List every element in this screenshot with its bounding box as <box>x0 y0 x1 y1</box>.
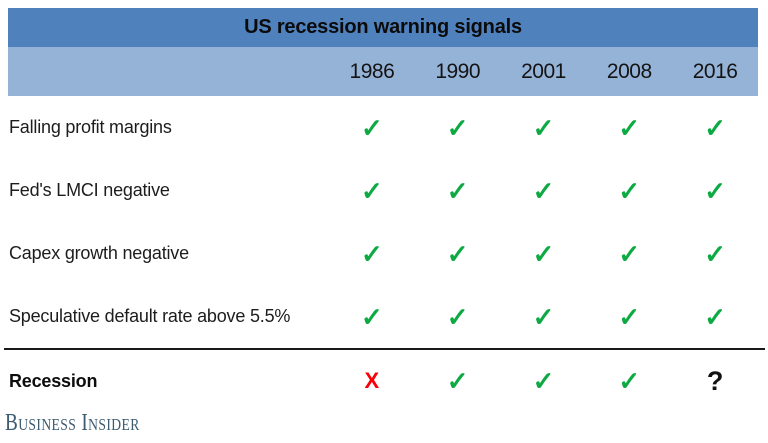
row-label: Capex growth negative <box>9 243 189 263</box>
check-icon: ✓ <box>446 301 469 332</box>
table-row-falling-profit-margins: Falling profit margins ✓ ✓ ✓ ✓ ✓ <box>8 96 758 159</box>
table-title-bar: US recession warning signals <box>8 8 758 47</box>
check-icon: ✓ <box>361 238 383 269</box>
year-header-2008: 2008 <box>606 59 652 83</box>
check-icon: ✓ <box>532 238 555 269</box>
check-icon: ✓ <box>361 112 383 143</box>
question-mark-icon: ? <box>706 365 724 396</box>
year-header-1990: 1990 <box>435 59 481 83</box>
check-icon: ✓ <box>361 175 383 206</box>
check-icon: ✓ <box>618 175 641 206</box>
check-icon: ✓ <box>704 112 726 143</box>
check-icon: ✓ <box>532 175 555 206</box>
year-header-2001: 2001 <box>521 59 566 83</box>
check-icon: ✓ <box>704 238 726 269</box>
check-icon: ✓ <box>618 238 641 269</box>
row-label: Speculative default rate above 5.5% <box>9 306 291 326</box>
check-icon: ✓ <box>532 112 555 143</box>
year-header-2016: 2016 <box>692 59 738 83</box>
year-header-1986: 1986 <box>349 59 395 83</box>
table-row-feds-lmci-negative: Fed's LMCI negative ✓ ✓ ✓ ✓ ✓ <box>8 159 758 222</box>
row-label: Recession <box>9 370 98 391</box>
table-title: US recession warning signals <box>244 16 522 38</box>
check-icon: ✓ <box>618 112 641 143</box>
check-icon: ✓ <box>618 301 641 332</box>
row-label: Fed's LMCI negative <box>9 180 170 200</box>
recession-signals-table: US recession warning signals 1986 1990 2… <box>8 8 758 348</box>
check-icon: ✓ <box>532 366 555 396</box>
table-row-capex-growth-negative: Capex growth negative ✓ ✓ ✓ ✓ ✓ <box>8 222 758 285</box>
check-icon: ✓ <box>532 301 555 332</box>
check-icon: ✓ <box>361 301 383 332</box>
brand-footer: Business Insider <box>5 410 140 437</box>
check-icon: ✓ <box>446 366 469 396</box>
year-header-row: 1986 1990 2001 2008 2016 <box>8 47 758 96</box>
table-row-speculative-default-rate: Speculative default rate above 5.5% ✓ ✓ … <box>8 285 758 348</box>
check-icon: ✓ <box>704 301 726 332</box>
check-icon: ✓ <box>704 175 726 206</box>
check-icon: ✓ <box>446 112 469 143</box>
check-icon: ✓ <box>618 366 641 396</box>
check-icon: ✓ <box>446 175 469 206</box>
brand-logo-text: Business Insider <box>5 410 140 436</box>
cross-icon: X <box>364 368 380 393</box>
summary-row-recession: Recession X ✓ ✓ ✓ ? <box>8 350 758 412</box>
check-icon: ✓ <box>446 238 469 269</box>
row-label: Falling profit margins <box>9 117 172 137</box>
summary-divider <box>4 348 765 350</box>
